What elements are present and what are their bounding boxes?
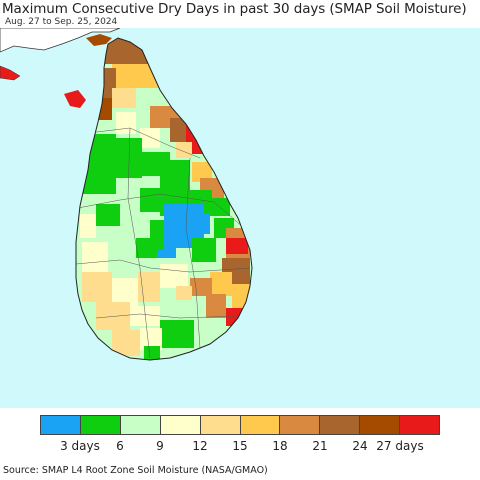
legend-labels: 3 days 6 9 12 15 18 21 24 27 days — [40, 439, 440, 455]
island-coastline — [75, 37, 253, 361]
legend-swatch — [240, 416, 281, 434]
legend-swatch — [41, 416, 81, 434]
legend-color-bar — [40, 415, 440, 435]
legend-swatch — [200, 416, 241, 434]
legend-swatch — [80, 416, 121, 434]
legend-swatch — [360, 416, 401, 434]
district-borders — [76, 127, 251, 359]
legend-tick-label: 3 days — [60, 439, 100, 453]
jaffna-dry-patch — [86, 34, 112, 46]
legend-swatch — [280, 416, 321, 434]
legend-tick-label: 21 — [312, 439, 328, 453]
legend-tick-label: 12 — [192, 439, 208, 453]
map-title: Maximum Consecutive Dry Days in past 30 … — [2, 1, 467, 17]
legend-tick-label: 27 days — [376, 439, 424, 453]
india-dry-patch — [0, 65, 21, 81]
legend-swatch — [120, 416, 161, 434]
legend-swatch — [400, 416, 440, 434]
legend-tick-label: 24 — [352, 439, 368, 453]
legend-tick-label: 9 — [156, 439, 164, 453]
mannar-patch — [64, 90, 86, 108]
ocean — [0, 28, 480, 408]
sri-lanka-map — [0, 28, 480, 408]
legend-swatch — [160, 416, 201, 434]
legend-tick-label: 18 — [272, 439, 288, 453]
india-coast — [0, 28, 121, 53]
source-note: Source: SMAP L4 Root Zone Soil Moisture … — [3, 465, 268, 476]
legend-tick-label: 6 — [116, 439, 124, 453]
legend-swatch — [320, 416, 361, 434]
date-range: Aug. 27 to Sep. 25, 2024 — [5, 17, 118, 27]
legend-tick-label: 15 — [232, 439, 248, 453]
